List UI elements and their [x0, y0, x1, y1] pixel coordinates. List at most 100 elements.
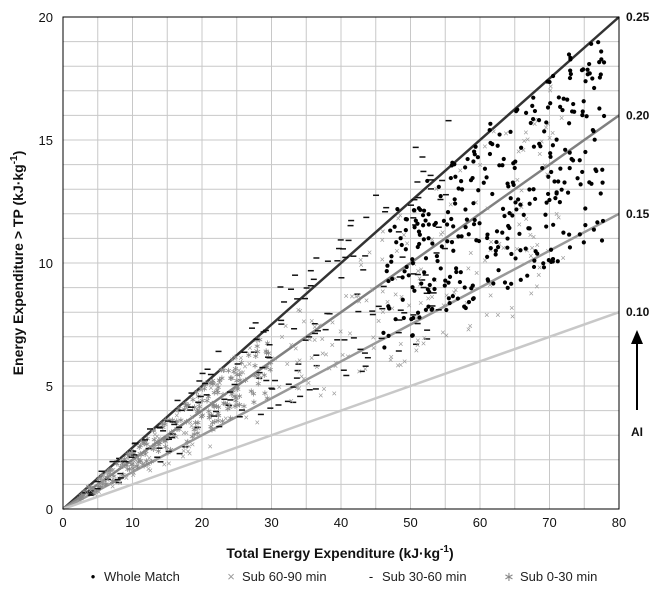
point: × — [422, 333, 427, 343]
point — [527, 201, 532, 206]
point: × — [299, 371, 304, 381]
point: × — [255, 417, 260, 427]
point — [596, 40, 601, 45]
point: × — [101, 477, 106, 487]
point — [393, 317, 398, 322]
point — [452, 197, 457, 202]
point — [577, 158, 582, 163]
point: ∗ — [138, 436, 146, 446]
legend-item-sub-30-60: - Sub 30-60 min — [364, 569, 467, 584]
point — [600, 180, 605, 185]
point: × — [165, 432, 170, 442]
point — [454, 266, 459, 271]
point: × — [187, 448, 192, 458]
point — [432, 277, 437, 282]
point — [447, 300, 452, 306]
point — [403, 247, 408, 252]
x-tick-label: 20 — [195, 515, 209, 530]
point — [531, 264, 537, 270]
point: × — [296, 383, 301, 393]
point: ∗ — [220, 365, 228, 375]
legend: • Whole Match × Sub 60-90 min - Sub 30-60 m… — [0, 569, 652, 589]
x-axis-title: Total Energy Expenditure (kJ·kg-1) — [226, 544, 453, 561]
point: × — [199, 385, 204, 395]
point: ∗ — [208, 425, 216, 435]
point — [463, 225, 468, 230]
point: × — [174, 432, 179, 442]
point: ∗ — [209, 375, 217, 385]
point: × — [196, 423, 201, 433]
point: × — [396, 213, 401, 223]
point — [563, 147, 568, 152]
point: ∗ — [102, 473, 110, 483]
point: × — [517, 219, 522, 229]
point: × — [349, 292, 354, 302]
point — [491, 281, 496, 286]
point — [532, 196, 538, 202]
point: × — [105, 469, 110, 479]
point: × — [207, 441, 212, 451]
point: × — [238, 353, 243, 363]
point: ∗ — [119, 461, 127, 471]
point — [394, 240, 399, 245]
point — [423, 307, 429, 312]
point: ∗ — [177, 415, 185, 425]
point — [430, 306, 435, 312]
point: ∗ — [240, 401, 248, 411]
point — [532, 108, 538, 114]
point: ∗ — [210, 400, 218, 410]
point: ∗ — [174, 406, 182, 416]
point — [469, 286, 474, 291]
point: ∗ — [150, 444, 158, 454]
point: × — [347, 329, 352, 339]
point — [463, 165, 468, 170]
point — [426, 222, 431, 227]
point: × — [154, 431, 159, 441]
point: × — [358, 255, 363, 265]
point — [506, 223, 511, 229]
reference-line-label: 0.20 — [626, 108, 650, 122]
point — [412, 288, 417, 293]
point: × — [131, 470, 136, 480]
point: ∗ — [181, 404, 189, 414]
point — [496, 268, 501, 273]
point: ∗ — [97, 482, 105, 492]
point: × — [301, 317, 306, 327]
point: × — [333, 358, 338, 368]
point — [565, 97, 570, 102]
point: ∗ — [214, 416, 222, 426]
point: × — [522, 136, 527, 146]
point — [386, 278, 391, 284]
point — [513, 159, 518, 164]
point: × — [297, 356, 302, 366]
legend-item-sub-0-30: ∗ Sub 0-30 min — [502, 569, 598, 585]
point: × — [523, 127, 528, 137]
point: ∗ — [113, 458, 121, 468]
point: × — [301, 374, 306, 384]
point: ∗ — [221, 398, 229, 408]
point: ∗ — [139, 459, 147, 469]
point — [507, 211, 512, 216]
point — [475, 155, 480, 160]
point: ∗ — [229, 386, 237, 396]
point: × — [309, 353, 314, 363]
point: ∗ — [93, 486, 101, 496]
point — [590, 127, 595, 133]
point — [471, 159, 476, 164]
point: ∗ — [190, 424, 198, 434]
point: × — [184, 428, 189, 438]
point: × — [440, 227, 445, 237]
point: ∗ — [203, 396, 211, 406]
point: ∗ — [125, 451, 133, 461]
reference-line-label: 0.10 — [626, 305, 650, 319]
point — [500, 206, 506, 211]
point — [415, 310, 421, 315]
point: × — [272, 354, 277, 364]
point — [401, 315, 406, 321]
point: × — [371, 332, 376, 342]
point — [530, 103, 535, 108]
point — [417, 232, 422, 237]
point — [453, 174, 458, 179]
point — [449, 216, 454, 222]
point — [505, 236, 510, 241]
